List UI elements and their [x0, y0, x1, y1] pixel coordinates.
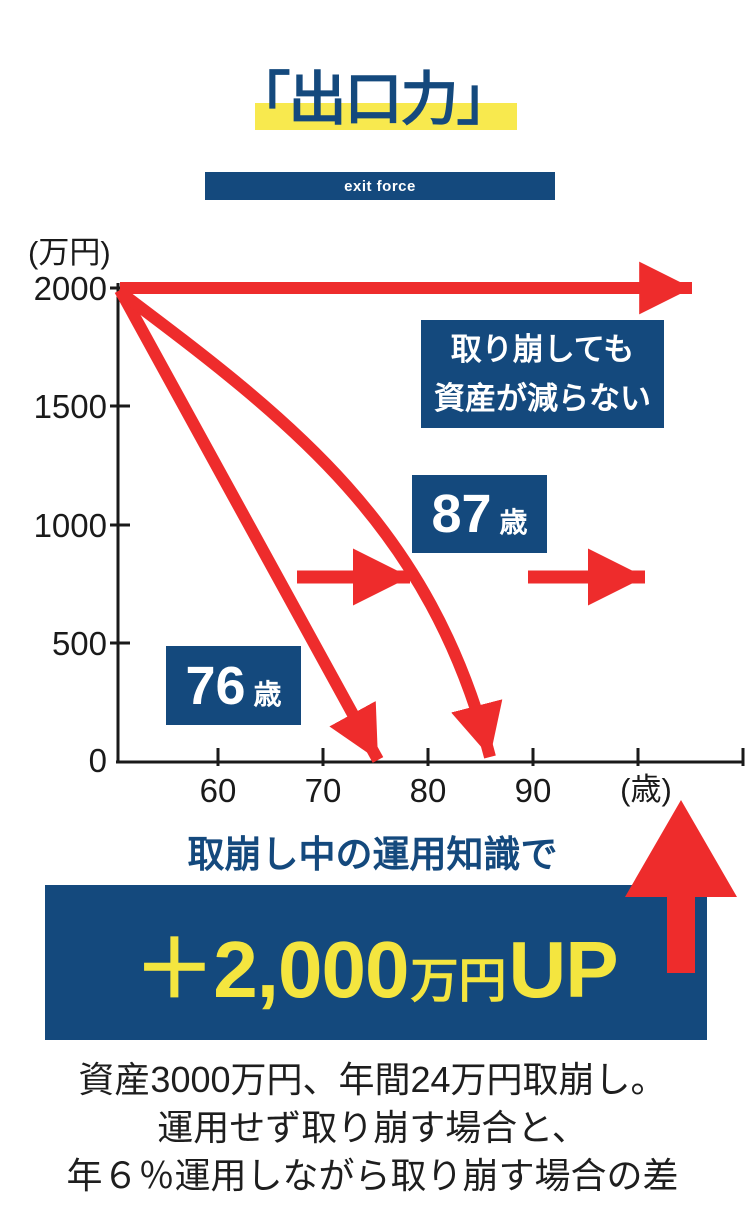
- subtitle-banner: exit force: [205, 172, 555, 200]
- x-label-60: 60: [200, 772, 237, 809]
- age-76-inner: 76 歳: [185, 655, 281, 717]
- y-label-500: 500: [52, 625, 107, 662]
- footnote: 資産3000万円、年間24万円取崩し。 運用せず取り崩す場合と、 年６％運用しな…: [0, 1056, 745, 1200]
- age-87-number: 87: [431, 484, 492, 544]
- x-label-70: 70: [305, 772, 342, 809]
- x-label-80: 80: [410, 772, 447, 809]
- gain-up-label: UP: [508, 924, 619, 1014]
- x-label-90: 90: [515, 772, 552, 809]
- footnote-line-3: 年６％運用しながら取り崩す場合の差: [66, 1155, 679, 1196]
- age-87-inner: 87 歳: [431, 483, 527, 545]
- footnote-line-1: 資産3000万円、年間24万円取崩し。: [78, 1059, 667, 1100]
- gain-banner: ＋2,000 万円 UP: [45, 885, 707, 1040]
- y-label-1500: 1500: [34, 388, 107, 425]
- annotation-age-87: 87 歳: [412, 475, 547, 553]
- annotation-line-2: 資産が減らない: [434, 381, 651, 416]
- footnote-line-2: 運用せず取り崩す場合と、: [157, 1107, 588, 1148]
- annotation-no-decrease: 取り崩しても 資産が減らない: [421, 320, 664, 428]
- y-label-1000: 1000: [34, 507, 107, 544]
- gain-unit: 万円: [410, 954, 507, 1008]
- age-76-number: 76: [185, 655, 246, 716]
- gain-banner-text: ＋2,000 万円 UP: [134, 905, 619, 1021]
- subtitle-text: exit force: [344, 177, 416, 195]
- title-yellow-highlight: [255, 103, 517, 130]
- annotation-line-1: 取り崩しても: [450, 332, 635, 367]
- age-87-unit: 歳: [499, 507, 528, 538]
- y-label-2000: 2000: [34, 270, 107, 307]
- mid-caption: 取崩し中の運用知識で: [187, 834, 558, 875]
- y-label-0: 0: [89, 742, 107, 779]
- y-axis-unit-label: (万円): [28, 235, 111, 270]
- x-axis-unit-label: (歳): [620, 772, 672, 807]
- page-title: 「出口力」: [232, 67, 514, 132]
- age-76-unit: 歳: [253, 678, 282, 710]
- gain-amount: ＋2,000: [134, 924, 409, 1014]
- annotation-age-76: 76 歳: [166, 646, 301, 725]
